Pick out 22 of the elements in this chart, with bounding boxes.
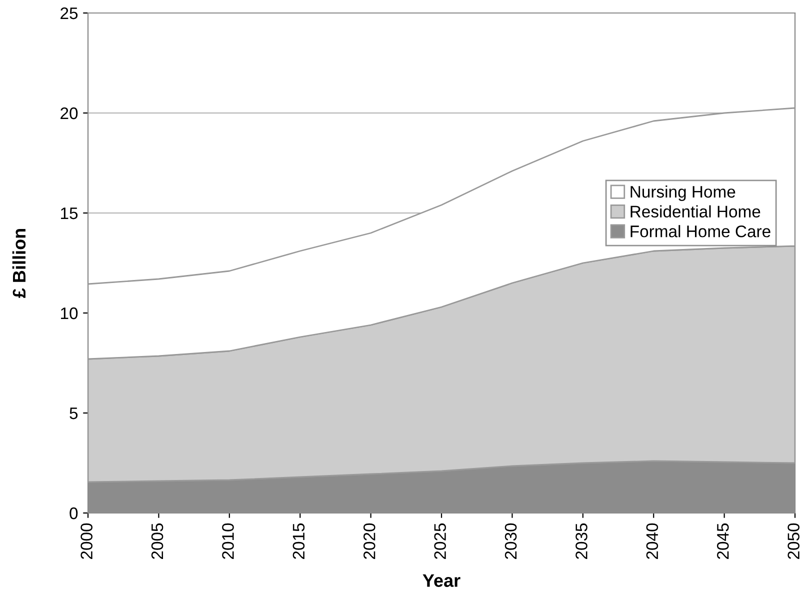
- y-tick-label: 25: [60, 7, 78, 20]
- x-axis-title: Year: [422, 574, 460, 587]
- x-tick-label: 2010: [222, 523, 234, 559]
- y-tick-label: 0: [70, 507, 78, 520]
- y-tick-label: 5: [70, 408, 78, 420]
- x-tick-label: 2045: [716, 523, 729, 559]
- y-tick-label: 15: [61, 208, 78, 220]
- x-tick-label: 2025: [434, 523, 446, 559]
- legend-label: Nursing Home: [630, 185, 736, 202]
- legend-label: Formal Home Care: [630, 225, 770, 238]
- x-tick-label: 2000: [80, 523, 92, 559]
- x-tick-label: 2005: [151, 523, 164, 559]
- x-tick-label: 2035: [576, 523, 588, 559]
- y-tick-label: 20: [60, 107, 78, 120]
- x-tick-label: 2015: [292, 523, 305, 559]
- y-axis-title: £ Billion: [12, 229, 26, 298]
- x-tick-label: 2030: [504, 523, 517, 559]
- y-tick-label: 10: [61, 307, 78, 320]
- legend-label: Residential Home: [630, 205, 760, 218]
- x-tick-label: 2020: [363, 523, 376, 559]
- x-tick-label: 2050: [788, 523, 800, 559]
- x-tick-label: 2040: [646, 523, 658, 559]
